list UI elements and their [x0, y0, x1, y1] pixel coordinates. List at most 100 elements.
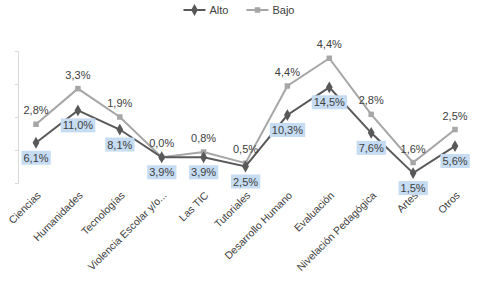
data-label-box: 11,0% — [61, 118, 96, 132]
data-label-background — [61, 118, 96, 132]
data-label: 11,0% — [63, 119, 94, 131]
series-marker — [410, 167, 417, 179]
x-tick-label: Las TIC — [176, 189, 211, 224]
plot-area — [33, 56, 459, 179]
x-tick: Evaluación — [291, 189, 336, 234]
legend-label: Bajo — [272, 4, 294, 16]
x-tick: Humanidades — [31, 189, 85, 243]
data-labels: 6,1% 11,0% 8,1% 3,9% 3,9% 2,5% 10,3% 14,5% 7,6% 1… — [21, 38, 469, 195]
data-label: 0,5% — [233, 143, 258, 155]
series-marker — [116, 124, 123, 136]
series-marker — [33, 122, 38, 127]
y-tick — [15, 84, 18, 85]
series-line — [36, 58, 455, 163]
series-marker — [285, 83, 290, 88]
data-label: 3,9% — [149, 166, 174, 178]
series-marker — [33, 137, 40, 149]
data-label: 1,9% — [107, 97, 132, 109]
x-tick: Desarrollo Humano — [222, 189, 295, 262]
x-tick-label: Desarrollo Humano — [222, 189, 295, 262]
data-label-box: 10,3% — [270, 123, 305, 137]
y-tick — [15, 150, 18, 151]
y-tick — [15, 51, 18, 52]
x-axis: CienciasHumanidadesTecnologíasViolencia … — [6, 189, 462, 273]
data-label: 3,9% — [191, 166, 216, 178]
x-tick-label: Nivelación Pedagógica — [294, 189, 378, 273]
data-label: 1,5% — [401, 182, 426, 194]
x-tick: Nivelación Pedagógica — [294, 189, 378, 273]
data-label: 4,4% — [275, 66, 300, 78]
data-label-box: 1,5% — [399, 181, 428, 195]
series-marker — [158, 151, 165, 163]
series-marker — [326, 81, 333, 93]
legend-item: Bajo — [246, 4, 294, 16]
data-label: 1,6% — [401, 143, 426, 155]
data-label: 4,4% — [317, 38, 342, 50]
data-label-background — [270, 123, 305, 137]
data-label-box: 3,9% — [189, 165, 218, 179]
series-marker — [200, 151, 207, 163]
data-label-background — [147, 165, 176, 179]
series-marker — [410, 160, 415, 165]
data-label-background — [105, 138, 134, 152]
data-label-box: 3,9% — [147, 165, 176, 179]
y-tick-mark — [15, 84, 18, 85]
x-tick-label: Humanidades — [31, 189, 85, 243]
series-marker — [452, 140, 459, 152]
y-tick-mark — [15, 117, 18, 118]
data-label-background — [189, 165, 218, 179]
series-marker — [368, 112, 373, 117]
legend-item: Alto — [184, 4, 229, 16]
data-label: 14,5% — [314, 96, 345, 108]
data-label-background — [399, 181, 428, 195]
data-label-box: 6,1% — [21, 151, 50, 165]
x-tick-label: Tutoriales — [212, 189, 253, 230]
series-marker — [327, 56, 332, 61]
data-label: 2,5% — [233, 176, 258, 188]
data-label: 6,1% — [23, 152, 48, 164]
data-label-box: 7,6% — [357, 141, 386, 155]
x-tick: Tutoriales — [212, 189, 253, 230]
data-label-box: 8,1% — [105, 138, 134, 152]
data-label-background — [231, 175, 260, 189]
y-axis — [15, 52, 19, 184]
data-label: 2,8% — [23, 104, 48, 116]
series-line — [36, 87, 455, 173]
data-label-background — [21, 151, 50, 165]
legend-marker — [191, 4, 198, 16]
legend-label: Alto — [210, 4, 229, 16]
data-label: 2,5% — [442, 110, 467, 122]
data-label-background — [440, 154, 469, 168]
y-tick-mark — [15, 183, 18, 184]
series-marker — [75, 105, 82, 117]
series-marker — [242, 161, 249, 173]
series-marker — [117, 114, 122, 119]
legend: Alto Bajo — [184, 4, 295, 16]
y-tick-mark — [15, 150, 18, 151]
data-label: 2,8% — [359, 94, 384, 106]
data-label: 10,3% — [272, 124, 303, 136]
y-tick — [15, 183, 18, 184]
data-label-background — [357, 141, 386, 155]
y-tick-mark — [15, 51, 18, 52]
data-label-background — [312, 95, 347, 109]
series-marker — [75, 86, 80, 91]
x-tick-label: Violencia Escolar y/o... — [85, 189, 168, 272]
data-label: 5,6% — [442, 155, 467, 167]
legend-marker — [255, 7, 260, 12]
x-tick-label: Evaluación — [291, 189, 336, 234]
data-label-box: 14,5% — [312, 95, 347, 109]
data-label: 0,0% — [149, 137, 174, 149]
data-label: 7,6% — [359, 142, 384, 154]
x-tick: Otros — [435, 189, 462, 216]
y-axis-line — [15, 52, 19, 184]
series-marker — [284, 109, 291, 121]
data-label: 8,1% — [107, 139, 132, 151]
series-marker — [452, 127, 457, 132]
x-tick: Las TIC — [176, 189, 211, 224]
series-marker — [368, 127, 375, 139]
data-label-box: 5,6% — [440, 154, 469, 168]
x-tick: Violencia Escolar y/o... — [85, 189, 168, 272]
x-tick-label: Ciencias — [6, 189, 43, 226]
data-label: 0,8% — [191, 132, 216, 144]
